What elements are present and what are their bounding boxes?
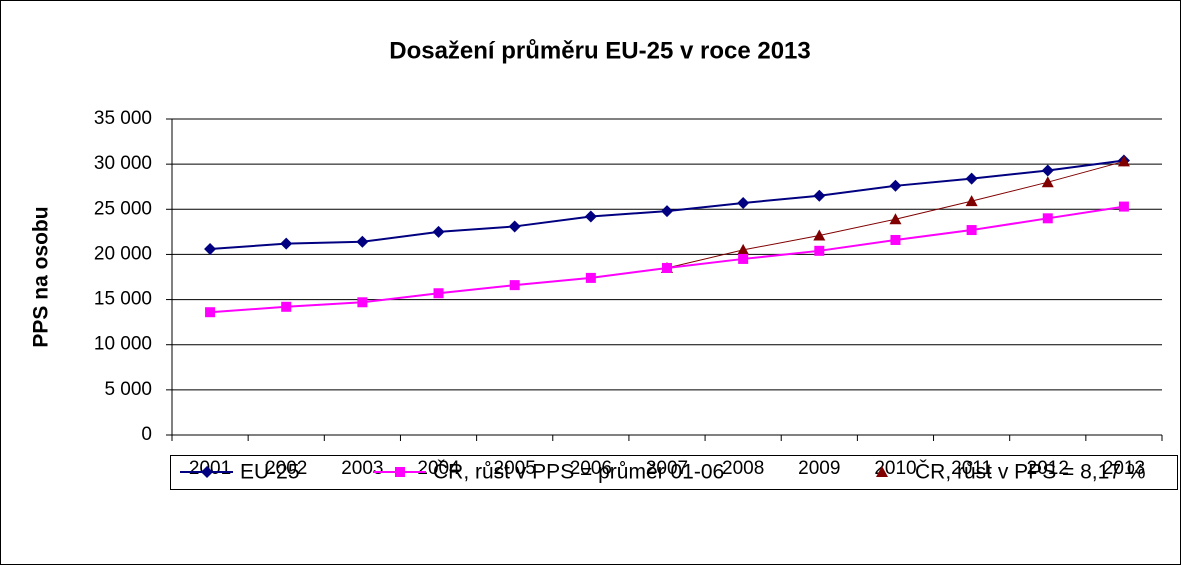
legend xyxy=(170,455,1178,490)
legend-label: ČR, růst v PPS = průměr 01-06 xyxy=(433,461,724,484)
x-tick-label: 2006 xyxy=(570,458,612,479)
x-tick-label: 2004 xyxy=(417,458,460,479)
y-tick-label: 25 000 xyxy=(94,198,152,219)
y-tick-label: 0 xyxy=(141,424,152,445)
y-tick-label: 15 000 xyxy=(94,289,152,310)
data-point xyxy=(356,235,369,248)
data-point xyxy=(1117,155,1130,167)
data-point xyxy=(280,237,293,250)
data-point xyxy=(737,196,750,209)
data-point xyxy=(584,210,597,223)
data-point xyxy=(1041,176,1054,188)
data-point xyxy=(509,280,520,291)
legend-marker xyxy=(395,467,405,477)
data-point xyxy=(1042,213,1053,224)
data-point xyxy=(965,172,978,185)
data-point xyxy=(889,179,902,192)
x-tick-label: 2012 xyxy=(1027,458,1069,479)
data-point xyxy=(965,195,978,207)
y-tick-label: 30 000 xyxy=(94,153,152,174)
data-point xyxy=(738,253,749,264)
data-point xyxy=(966,225,977,236)
data-point xyxy=(813,229,826,241)
data-point xyxy=(737,243,750,255)
chart-title: Dosažení průměru EU-25 v roce 2013 xyxy=(389,37,811,64)
data-point xyxy=(357,297,368,308)
x-tick-label: 2011 xyxy=(951,458,992,479)
legend-label: EU-25 xyxy=(240,461,300,484)
data-point xyxy=(432,225,445,238)
data-point xyxy=(1118,201,1129,212)
data-point xyxy=(508,220,521,233)
data-point xyxy=(889,213,902,225)
y-tick-label: 35 000 xyxy=(94,108,152,129)
legend-marker xyxy=(876,466,888,477)
x-tick-label: 2009 xyxy=(798,458,840,479)
y-tick-label: 20 000 xyxy=(94,243,152,264)
y-tick-label: 5 000 xyxy=(104,379,152,400)
data-point xyxy=(813,189,826,202)
data-point xyxy=(1041,164,1054,177)
y-tick-label: 10 000 xyxy=(94,334,152,355)
data-point xyxy=(205,307,216,318)
data-point xyxy=(661,205,673,218)
legend-marker xyxy=(201,466,213,478)
x-tick-label: 2002 xyxy=(265,458,307,479)
x-tick-label: 2013 xyxy=(1103,458,1145,479)
data-point xyxy=(662,262,672,273)
data-point xyxy=(890,234,901,245)
data-point xyxy=(281,301,292,312)
x-tick-label: 2005 xyxy=(494,458,536,479)
data-point xyxy=(204,243,217,256)
y-axis-label: PPS na osobu xyxy=(30,206,53,347)
legend-label: ČR, růst v PPS = 8,17 % xyxy=(915,461,1146,484)
data-point xyxy=(814,245,825,256)
x-tick-label: 2001 xyxy=(189,458,231,479)
x-tick-label: 2003 xyxy=(341,458,383,479)
data-point xyxy=(433,288,444,299)
data-point xyxy=(585,272,596,283)
x-tick-label: 2008 xyxy=(722,458,764,479)
x-tick-label: 2007 xyxy=(646,458,688,479)
